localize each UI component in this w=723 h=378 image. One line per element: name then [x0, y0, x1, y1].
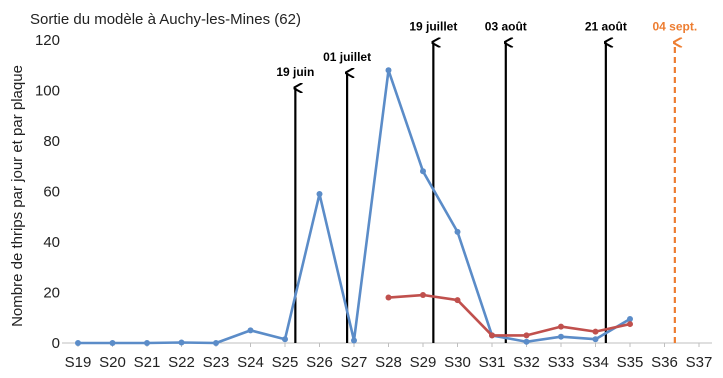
chart-subtitle: Sortie du modèle à Auchy-les-Mines (62) — [30, 11, 301, 28]
x-tick-label: S36 — [651, 354, 678, 371]
event-label: 04 sept. — [652, 20, 697, 34]
data-point — [627, 321, 633, 328]
data-point — [178, 339, 185, 346]
data-point — [592, 336, 599, 343]
series-layer — [75, 67, 633, 346]
x-tick-label: S34 — [582, 354, 609, 371]
x-tick-label: S21 — [134, 354, 161, 371]
y-tick-label: 60 — [43, 184, 60, 201]
x-tick-label: S30 — [444, 354, 471, 371]
data-point — [420, 292, 426, 299]
data-point — [627, 316, 633, 323]
data-point — [109, 340, 116, 346]
data-point — [213, 340, 219, 346]
data-point — [316, 191, 323, 198]
x-tick-label: S37 — [686, 354, 713, 371]
x-tick-label: S28 — [375, 354, 402, 371]
x-tick-label: S22 — [168, 354, 195, 371]
data-point — [558, 323, 564, 330]
event-label: 21 août — [585, 20, 627, 34]
y-tick-label: 20 — [43, 285, 60, 302]
series-line-1 — [78, 69, 631, 345]
data-point — [247, 327, 254, 334]
x-tick-label: S19 — [65, 354, 92, 371]
y-tick-label: 40 — [43, 234, 60, 251]
event-label: 01 juillet — [323, 50, 371, 64]
data-point — [489, 332, 495, 339]
data-point — [420, 168, 426, 175]
x-tick-label: S31 — [479, 354, 506, 371]
x-tick-label: S33 — [548, 354, 575, 371]
x-tick-label: S25 — [272, 354, 299, 371]
data-point — [351, 337, 357, 344]
x-tick-label: S26 — [306, 354, 333, 371]
event-label: 03 août — [485, 20, 527, 34]
y-tick-label: 100 — [35, 83, 60, 100]
data-point — [558, 333, 564, 340]
data-point — [454, 297, 461, 304]
data-point — [282, 336, 288, 343]
data-point — [144, 340, 150, 346]
x-tick-label: S20 — [99, 354, 126, 371]
data-point — [75, 340, 81, 346]
y-tick-label: 120 — [35, 32, 60, 49]
event-label: 19 juin — [276, 65, 314, 79]
y-axis-label: Nombre de thrips par jour et par plaque — [9, 65, 26, 327]
data-point — [592, 328, 599, 335]
event-annotations: 19 juin 01 juillet 19 juillet 03 août 21 aoû… — [276, 20, 697, 343]
x-tick-label: S35 — [617, 354, 644, 371]
y-tick-label: 0 — [52, 335, 60, 352]
data-point — [523, 332, 530, 339]
x-tick-label: S29 — [410, 354, 437, 371]
x-tick-label: S23 — [203, 354, 230, 371]
data-point — [523, 338, 530, 345]
event-label: 19 juillet — [409, 20, 457, 34]
data-point — [385, 67, 392, 74]
x-tick-label: S24 — [237, 354, 264, 371]
data-point — [385, 294, 392, 301]
axes: 0 20 40 60 80 100 120 S19 S20 S21 S22 S23 S24 S25 S26 S… — [35, 32, 712, 371]
series-line-2 — [388, 293, 631, 337]
data-point — [454, 228, 461, 235]
x-tick-label: S32 — [513, 354, 540, 371]
y-tick-label: 80 — [43, 133, 60, 150]
x-tick-label: S27 — [341, 354, 368, 371]
